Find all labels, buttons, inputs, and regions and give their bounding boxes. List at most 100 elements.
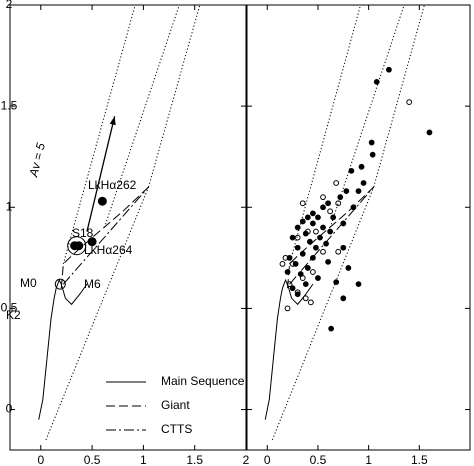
data-point: [286, 254, 293, 261]
x-tick-label: 1.5: [411, 453, 428, 466]
y-tick-label: 0.5: [1, 301, 18, 315]
data-point: [307, 299, 314, 306]
x-tick-label: 1.5: [186, 453, 203, 466]
series-line: [103, 4, 180, 228]
series-line: [62, 4, 136, 265]
legend-label: Main Sequence: [161, 374, 245, 388]
series-line: [45, 186, 149, 441]
series-line: [62, 186, 149, 285]
data-point: [306, 238, 313, 245]
data-point: [309, 210, 316, 217]
plot-frame: [9, 4, 247, 451]
legend-label: Giant: [161, 398, 190, 412]
data-point: [299, 200, 306, 207]
data-point: [313, 244, 319, 251]
data-point: [348, 167, 355, 174]
data-point: [340, 244, 347, 251]
x-tick-label: 0: [37, 453, 44, 466]
data-point: [286, 281, 293, 288]
data-point: [289, 261, 296, 267]
series-line: [38, 278, 88, 420]
data-point: [299, 250, 306, 257]
data-point: [67, 236, 87, 256]
data-point: [97, 196, 107, 206]
data-point: [323, 240, 329, 247]
data-point: [289, 234, 296, 241]
data-point: [299, 275, 306, 281]
data-point: [406, 99, 413, 105]
series-line: [60, 186, 149, 289]
data-point: [313, 228, 319, 235]
series-line: [373, 4, 425, 188]
data-point: [294, 234, 301, 241]
data-point: [279, 261, 286, 267]
data-point: [369, 151, 376, 158]
data-point: [284, 305, 291, 312]
data-point: [294, 289, 301, 296]
arrow-label: Av = 5: [26, 141, 48, 179]
data-point: [302, 281, 309, 288]
x-tick-label: 1: [365, 453, 372, 466]
y-tick-label: 1: [6, 199, 13, 213]
data-point: [325, 258, 331, 265]
y-tick-label: 2: [6, 0, 13, 11]
data-point: [355, 188, 362, 194]
x-tick-label: 1: [140, 453, 147, 466]
data-point: [340, 295, 347, 302]
data-point: [87, 237, 97, 247]
data-point: [315, 275, 321, 281]
plot-frame: [246, 4, 471, 451]
data-point: [289, 285, 296, 292]
annotation: S18: [72, 226, 94, 240]
data-point: [282, 254, 289, 261]
data-point: [309, 220, 316, 227]
y-tick-label: 0: [6, 402, 13, 416]
x-tick-label: 2: [243, 453, 250, 466]
series-line: [329, 4, 405, 228]
data-point: [343, 188, 350, 194]
data-point: [358, 163, 365, 170]
x-tick-label: 0.5: [310, 453, 327, 466]
data-point: [54, 278, 66, 290]
data-point: [333, 180, 340, 186]
x-tick-label: 0: [264, 453, 271, 466]
data-point: [309, 254, 316, 261]
data-point: [320, 224, 326, 231]
data-point: [426, 129, 433, 136]
x-tick-label: 0.5: [84, 453, 101, 466]
data-point: [317, 234, 323, 241]
series-line: [148, 4, 201, 188]
data-point: [327, 228, 334, 235]
data-point: [320, 204, 326, 211]
data-point: [368, 139, 375, 146]
data-point: [315, 214, 321, 221]
data-point: [302, 295, 309, 302]
data-point: [294, 244, 301, 251]
series-line: [271, 186, 375, 441]
data-point: [320, 248, 326, 255]
legend-label: CTTS: [161, 422, 192, 436]
data-point: [373, 78, 380, 85]
data-point: [340, 220, 347, 227]
data-point: [327, 208, 334, 215]
data-point: [325, 200, 331, 207]
data-point: [335, 248, 342, 255]
data-point: [386, 66, 392, 73]
annotation: K2: [6, 308, 21, 322]
data-point: [309, 269, 316, 275]
data-point: [299, 218, 306, 225]
data-point: [74, 241, 84, 251]
data-point: [355, 281, 362, 288]
data-point: [304, 214, 311, 221]
data-point: [284, 269, 291, 275]
data-point: [350, 204, 357, 211]
series-line: [289, 4, 362, 265]
arrow-shaft: [86, 116, 116, 232]
data-point: [337, 194, 344, 201]
y-tick-label: 1.5: [1, 98, 18, 112]
annotation: LkHα264: [84, 243, 133, 257]
data-point: [360, 180, 367, 186]
arrow-head: [109, 116, 116, 126]
data-point: [304, 265, 311, 271]
series-line: [264, 278, 314, 420]
